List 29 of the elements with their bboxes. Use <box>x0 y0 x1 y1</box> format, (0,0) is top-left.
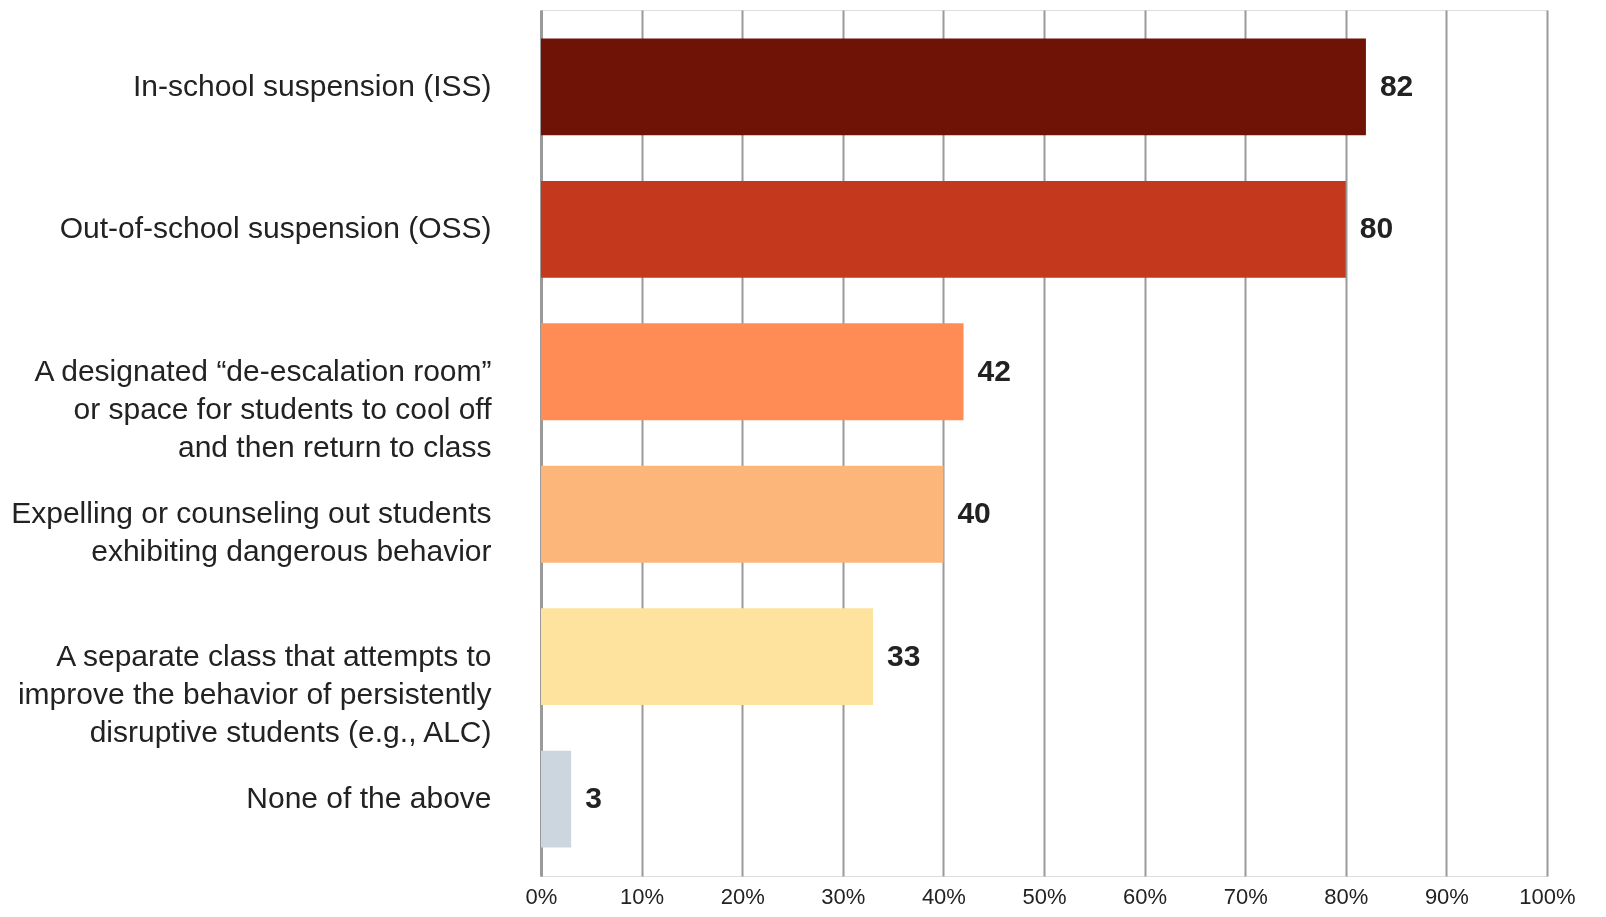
x-tick-label: 60% <box>1123 883 1168 909</box>
y-tick-label: None of the above <box>246 781 492 815</box>
data-label: 42 <box>977 353 1011 387</box>
data-label: 82 <box>1379 68 1414 102</box>
x-tick-label: 70% <box>1223 883 1268 909</box>
data-label: 80 <box>1359 211 1394 245</box>
data-label: 33 <box>886 638 921 672</box>
x-tick-label: 30% <box>821 883 866 909</box>
x-tick-label: 50% <box>1022 883 1067 909</box>
x-tick-label: 10% <box>620 883 665 909</box>
x-tick-label: 40% <box>921 883 966 909</box>
x-tick-label: 80% <box>1324 883 1369 909</box>
x-tick-label: 100% <box>1519 883 1576 909</box>
x-tick-label: 0% <box>525 883 558 909</box>
bar <box>541 750 572 848</box>
y-tick-label: In-school suspension (ISS) <box>132 68 492 102</box>
bar <box>541 180 1346 278</box>
data-label: 40 <box>957 496 991 530</box>
bar <box>541 608 873 706</box>
bar <box>541 38 1366 136</box>
bar <box>541 323 964 421</box>
data-label: 3 <box>585 781 602 815</box>
y-tick-label: Out-of-school suspension (OSS) <box>59 211 492 245</box>
y-tick-label: A designated “de-escalation room” or space for students to cool off and then return to class <box>34 353 493 463</box>
y-tick-label: A separate class that attempts to improve the behavior of persistently disruptive students (e.g., ALC) <box>17 638 492 748</box>
y-tick-label: Expelling or counseling out students exhibiting dangerous behavior <box>11 496 492 568</box>
x-tick-label: 20% <box>720 883 765 909</box>
bar <box>541 465 944 563</box>
x-tick-label: 90% <box>1424 883 1469 909</box>
